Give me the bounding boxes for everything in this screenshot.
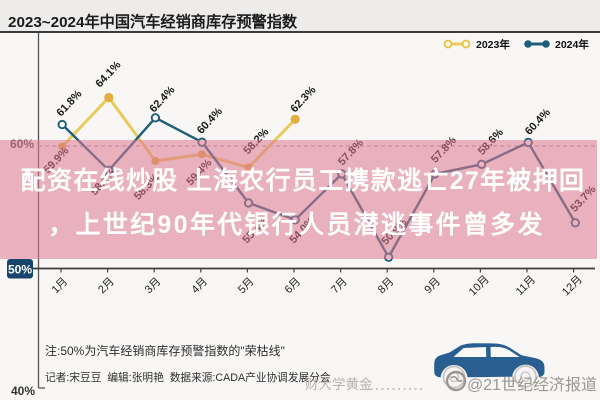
svg-text:8月: 8月 xyxy=(376,276,397,297)
svg-text:64.1%: 64.1% xyxy=(93,59,123,90)
svg-text:注:50%为汽车经销商库存预警指数的"荣枯线": 注:50%为汽车经销商库存预警指数的"荣枯线" xyxy=(45,343,285,358)
svg-text:1月: 1月 xyxy=(50,276,71,297)
svg-text:@21世纪经济报道: @21世纪经济报道 xyxy=(467,376,597,394)
svg-text:62.3%: 62.3% xyxy=(288,84,318,115)
svg-text:62.4%: 62.4% xyxy=(147,84,177,115)
svg-text:9月: 9月 xyxy=(422,276,443,297)
svg-text:2023年: 2023年 xyxy=(476,38,510,51)
svg-text:10月: 10月 xyxy=(467,273,492,298)
svg-text:40%: 40% xyxy=(11,384,35,398)
svg-text:6月: 6月 xyxy=(283,276,304,297)
svg-text:2月: 2月 xyxy=(96,276,117,297)
svg-text:11月: 11月 xyxy=(514,274,538,298)
svg-text:61.8%: 61.8% xyxy=(54,88,84,119)
svg-text:50%: 50% xyxy=(8,263,32,277)
svg-text:12月: 12月 xyxy=(560,273,585,298)
svg-text:4月: 4月 xyxy=(189,276,210,297)
svg-text:60.4%: 60.4% xyxy=(195,105,225,136)
svg-text:记者:宋豆豆 编辑:张明艳 数据来源:CADA产业协调发: 记者:宋豆豆 编辑:张明艳 数据来源:CADA产业协调发展分会 xyxy=(45,371,331,384)
svg-text:2024年: 2024年 xyxy=(555,38,589,51)
svg-text:财大学黄金: 财大学黄金 xyxy=(305,377,373,392)
svg-text:7月: 7月 xyxy=(329,276,350,297)
svg-text:60.4%: 60.4% xyxy=(523,106,553,137)
svg-text:5月: 5月 xyxy=(236,276,257,297)
svg-text:3月: 3月 xyxy=(143,276,164,297)
